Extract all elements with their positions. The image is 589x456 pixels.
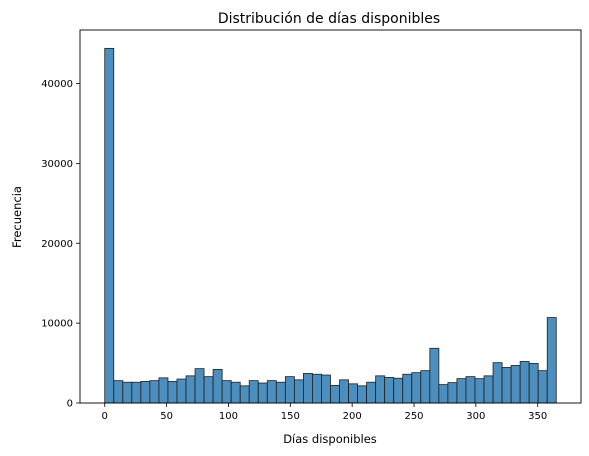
histogram-bar xyxy=(113,380,124,404)
histogram-bar xyxy=(131,381,142,404)
histogram-bar xyxy=(248,380,259,404)
histogram-bar xyxy=(519,361,530,404)
histogram-bar xyxy=(266,380,277,404)
histogram-bar xyxy=(275,381,286,404)
x-tick-label: 0 xyxy=(102,411,108,422)
histogram-bar xyxy=(528,363,539,404)
x-axis-label: Días disponibles xyxy=(283,432,377,446)
y-tick-label: 40000 xyxy=(41,79,73,90)
histogram-bar xyxy=(303,373,313,404)
histogram-bar xyxy=(122,381,133,404)
histogram-bar xyxy=(339,379,349,404)
histogram-bar xyxy=(465,376,476,404)
histogram-bar xyxy=(257,382,268,404)
histogram-bar xyxy=(402,373,413,404)
histogram-bar xyxy=(284,376,295,404)
histogram-bar xyxy=(230,381,241,404)
histogram-bar xyxy=(474,378,485,404)
histogram-bar xyxy=(366,381,377,404)
ticks-group: 0 50 100 150 200 250 300 350 0 10000 20000 30000 400… xyxy=(41,79,547,422)
histogram-bar xyxy=(348,383,358,404)
x-tick-label: 350 xyxy=(528,411,547,422)
histogram-bar xyxy=(158,377,169,404)
y-tick-label: 10000 xyxy=(41,319,73,330)
histogram-bar xyxy=(194,368,205,404)
histogram-bar xyxy=(239,385,250,404)
histogram-bar xyxy=(420,370,431,404)
x-tick-label: 50 xyxy=(160,411,173,422)
histogram-bar xyxy=(149,380,160,404)
x-tick-label: 100 xyxy=(219,411,238,422)
x-tick-label: 250 xyxy=(404,411,423,422)
histogram-bar xyxy=(167,381,178,404)
histogram-bar xyxy=(203,376,214,404)
histogram-bar xyxy=(411,372,422,404)
histogram-bar xyxy=(357,385,368,404)
y-tick-label: 0 xyxy=(67,399,73,410)
bars-group xyxy=(104,47,557,404)
y-tick-label: 20000 xyxy=(41,239,73,250)
histogram-bar xyxy=(375,375,386,404)
histogram-bar xyxy=(492,362,503,404)
plot-frame xyxy=(79,29,582,404)
histogram-bar xyxy=(483,375,494,404)
x-tick-label: 300 xyxy=(466,411,485,422)
histogram-bar xyxy=(330,385,340,404)
histogram-bar xyxy=(140,381,151,404)
histogram-bar xyxy=(293,379,304,404)
histogram-bar xyxy=(384,377,395,404)
histogram-bar xyxy=(176,378,187,404)
histogram-bar xyxy=(185,375,196,404)
histogram-bar xyxy=(438,384,449,404)
histogram-bar xyxy=(447,382,458,404)
histogram-bar xyxy=(321,374,331,404)
histogram-bar xyxy=(312,373,322,404)
histogram-bar xyxy=(510,365,521,404)
histogram-bar xyxy=(221,380,232,404)
x-tick-label: 150 xyxy=(281,411,300,422)
histogram-bar xyxy=(212,369,223,404)
histogram-bar xyxy=(501,367,512,404)
histogram-bar xyxy=(537,370,548,404)
histogram-bar xyxy=(546,317,557,404)
x-tick-label: 200 xyxy=(343,411,362,422)
histogram-bar xyxy=(393,377,404,404)
histogram-bar xyxy=(456,378,467,404)
chart-title: Distribución de días disponibles xyxy=(218,11,440,27)
y-axis-label: Frecuencia xyxy=(10,186,24,248)
histogram-bar xyxy=(429,347,440,404)
histogram-bar xyxy=(104,47,115,404)
y-tick-label: 30000 xyxy=(41,159,73,170)
